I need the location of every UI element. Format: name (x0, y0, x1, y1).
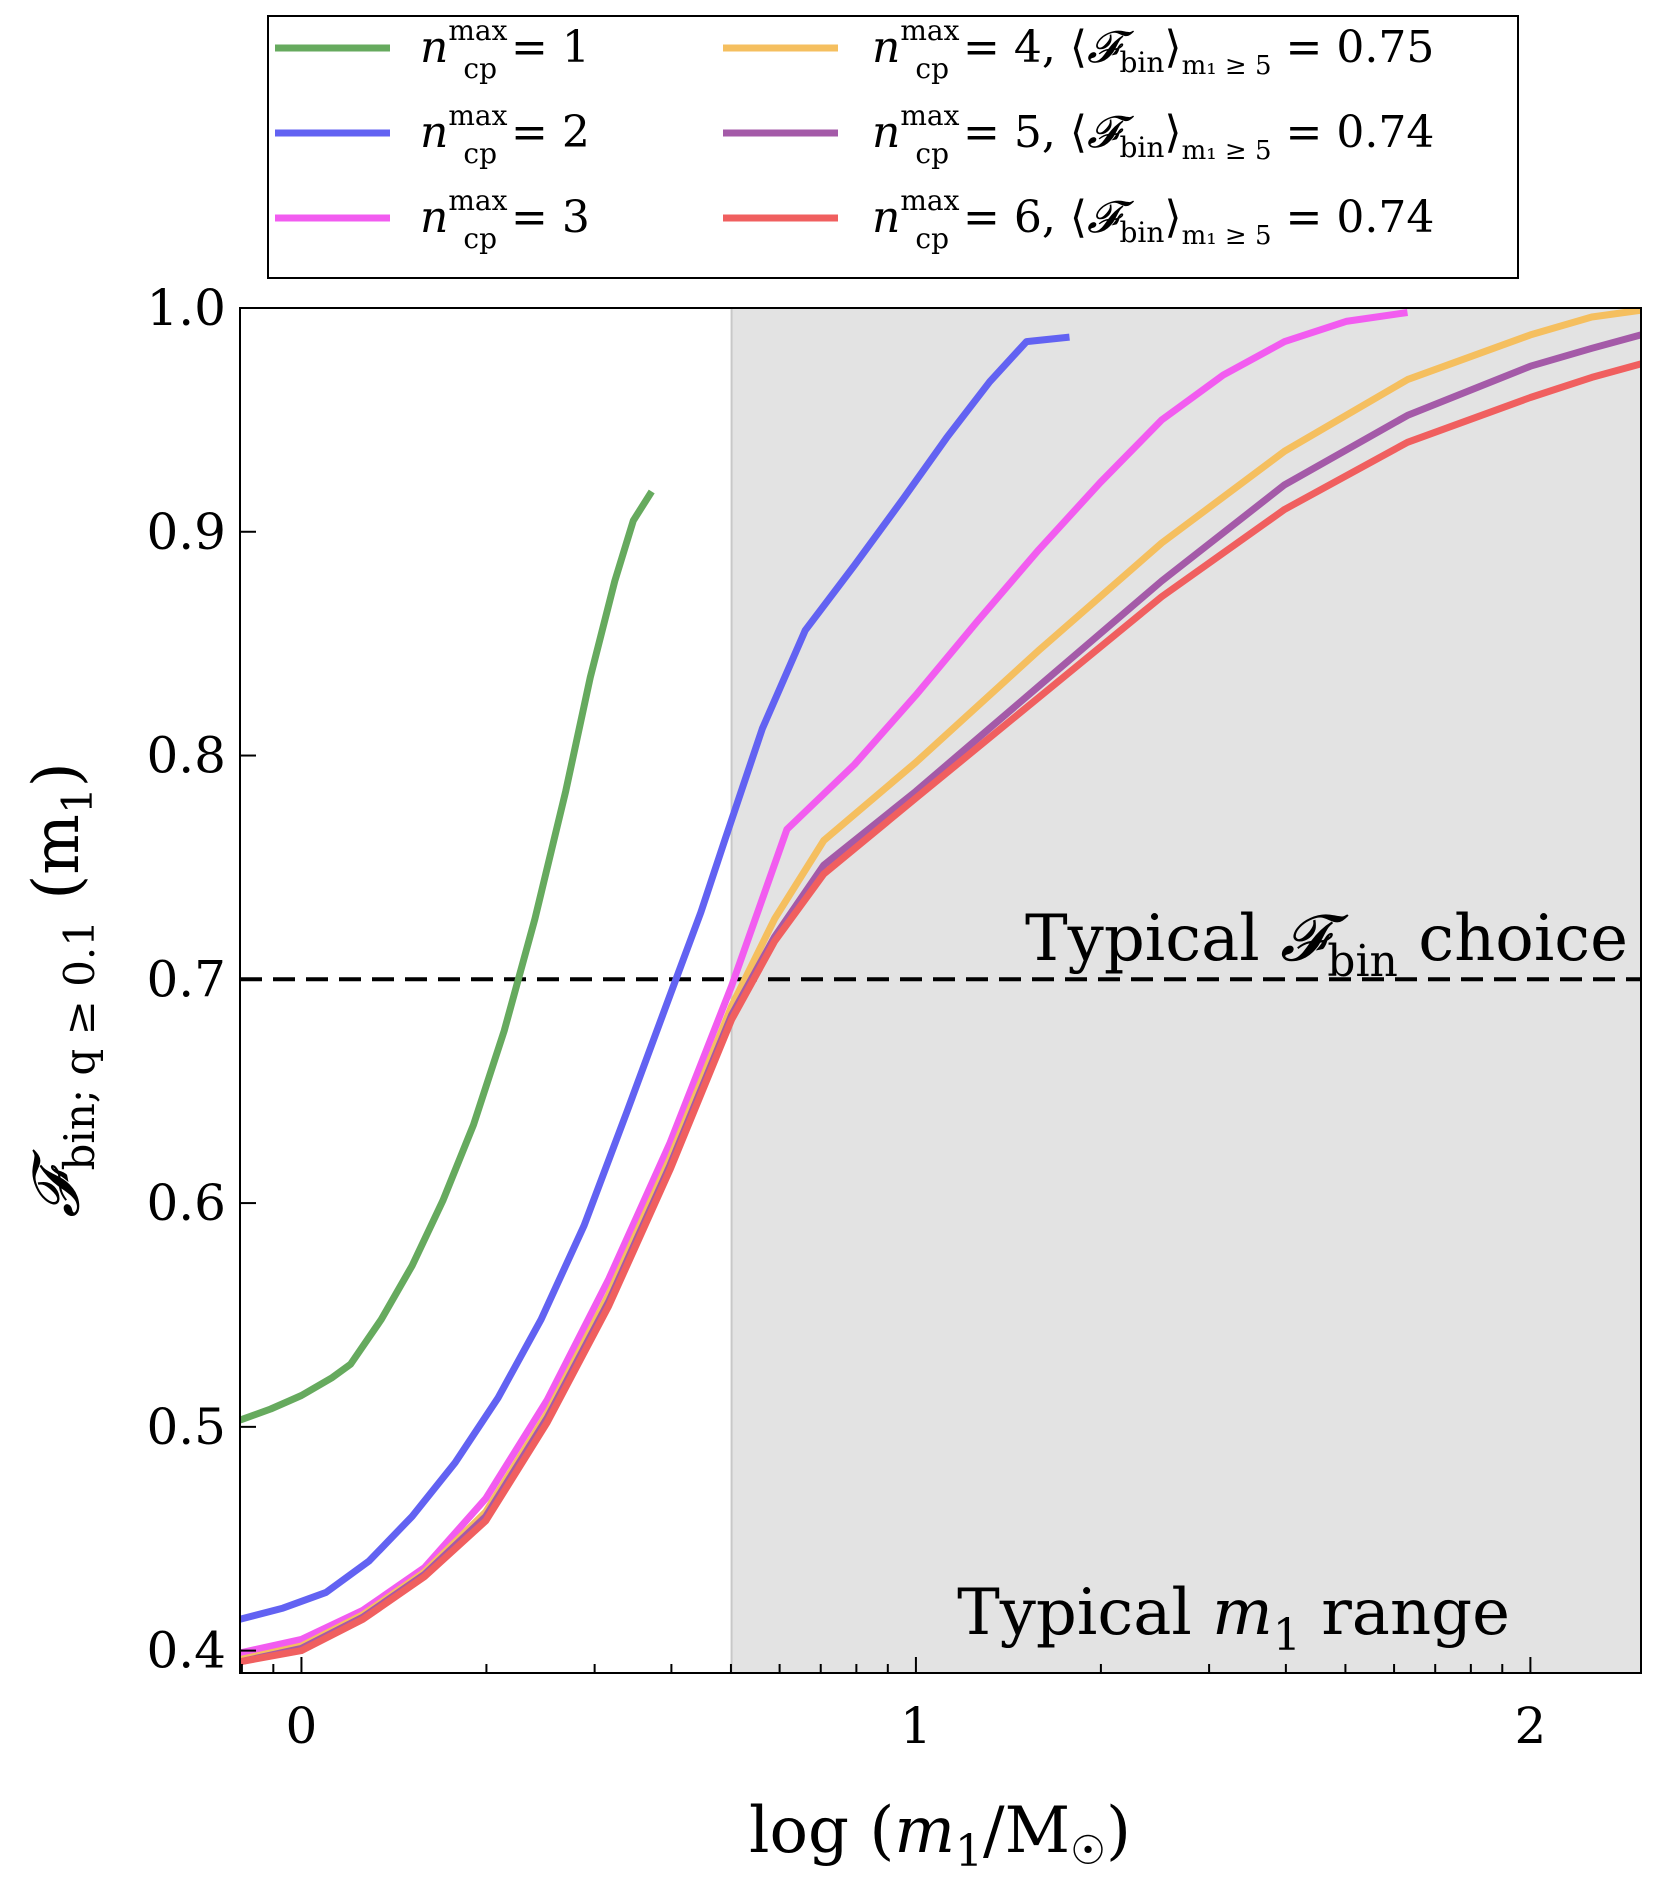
legend-label: nmax cp = 2 (420, 99, 590, 170)
legend-item-6: nmax cp = 6, ⟨𝓕bin⟩m₁ ≥ 5 = 0.74 (723, 184, 1434, 255)
x-tick-label: 0 (286, 1697, 318, 1755)
plot-area: 0.4 0.5 0.6 0.7 0.8 0.9 1.0 0 1 2 (146, 279, 1642, 1755)
typical-fbin-choice-annotation: Typical 𝓕bin choice (1025, 902, 1628, 987)
legend-label: nmax cp = 3 (420, 184, 590, 255)
x-tick-label: 2 (1514, 1697, 1546, 1755)
y-tick-label: 0.7 (146, 950, 226, 1008)
series-line-6 (240, 360, 1641, 1666)
plot-frame (239, 307, 1642, 1674)
y-tick-label: 0.6 (146, 1174, 226, 1232)
legend-frame (267, 15, 1519, 279)
legend-label: nmax cp = 5, ⟨𝓕bin⟩m₁ ≥ 5 = 0.74 (872, 99, 1434, 170)
typical-m1-range-shading (731, 308, 1641, 1673)
y-tick-label: 0.4 (146, 1622, 226, 1680)
legend-item-1: nmax cp = 1 (275, 14, 590, 85)
x-tick-label: 1 (900, 1697, 932, 1755)
series-line-3 (240, 309, 1409, 1657)
series-line-1 (240, 489, 655, 1424)
series-lines (240, 308, 1641, 1666)
y-tick-label: 0.9 (146, 503, 226, 561)
legend-label: nmax cp = 6, ⟨𝓕bin⟩m₁ ≥ 5 = 0.74 (872, 184, 1434, 255)
legend-item-5: nmax cp = 5, ⟨𝓕bin⟩m₁ ≥ 5 = 0.74 (723, 99, 1434, 170)
y-tick-label: 0.8 (146, 727, 226, 785)
legend-label: nmax cp = 1 (420, 14, 590, 85)
x-axis-label: log (m1/M☉) (749, 1794, 1131, 1877)
legend-item-3: nmax cp = 3 (275, 184, 590, 255)
typical-m1-range-annotation: Typical m1 range (957, 1576, 1510, 1661)
y-tick-label: 0.5 (146, 1398, 226, 1456)
y-tick-label: 1.0 (146, 279, 226, 337)
series-line-2 (240, 333, 1070, 1623)
legend-item-2: nmax cp = 2 (275, 99, 590, 170)
y-axis-label: 𝓕bin; q ≥ 0.1 (m1) (20, 762, 104, 1217)
axis-ticks: 0.4 0.5 0.6 0.7 0.8 0.9 1.0 0 1 2 (146, 279, 1546, 1755)
